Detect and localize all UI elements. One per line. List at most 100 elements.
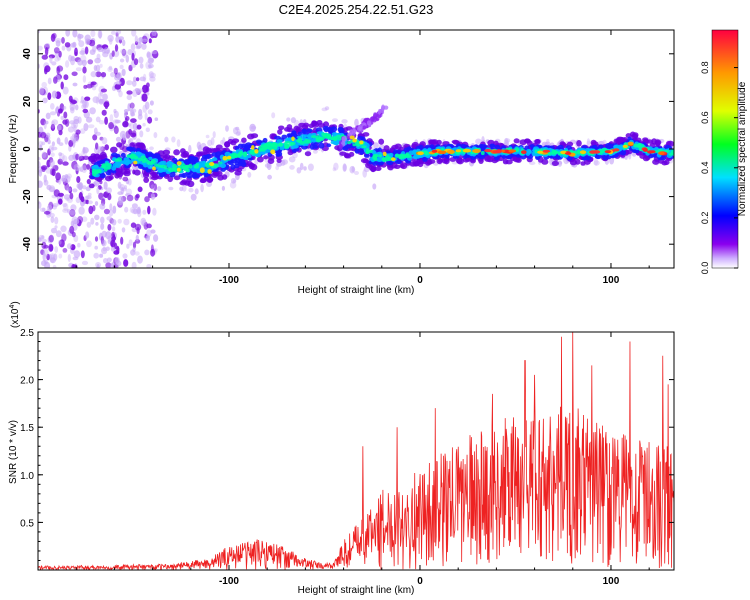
heatmap-noise-cell xyxy=(39,144,43,152)
heatmap-noise-cell xyxy=(147,205,151,215)
heatmap-ridge-cell xyxy=(354,147,360,154)
heatmap-noise-cell xyxy=(121,68,126,77)
heatmap-hot-cell xyxy=(537,150,544,154)
heatmap-hot-cell xyxy=(291,136,295,142)
heatmap-ridge-cell xyxy=(146,153,154,159)
heatmap-ridge-cell xyxy=(480,150,485,156)
heatmap-hot-cell xyxy=(270,149,276,155)
heatmap-noise-cell xyxy=(144,249,150,256)
heatmap-ridge-cell xyxy=(378,154,383,158)
heatmap-noise-cell xyxy=(80,196,85,203)
heatmap-ridge-cell xyxy=(576,149,581,155)
heatmap-noise-cell xyxy=(45,167,52,174)
heatmap-ridge-cell xyxy=(213,163,219,168)
heatmap-ridge-cell xyxy=(88,183,95,189)
heatmap-noise-cell xyxy=(47,77,52,85)
spectrogram-y-tick-label: -20 xyxy=(22,189,33,204)
heatmap-ridge-cell xyxy=(205,164,211,169)
heatmap-noise-cell xyxy=(125,116,130,121)
heatmap-hot-cell xyxy=(446,149,455,154)
colorbar-tick-label: 0.2 xyxy=(700,212,710,225)
heatmap-ridge-cell xyxy=(395,153,400,158)
heatmap-noise-cell xyxy=(51,168,56,177)
heatmap-noise-cell xyxy=(62,106,67,110)
heatmap-noise-cell xyxy=(106,49,110,54)
heatmap-noise-cell xyxy=(122,136,127,141)
heatmap-noise-cell xyxy=(108,38,113,45)
heatmap-ridge-cell xyxy=(408,150,414,156)
heatmap-ridge-cell xyxy=(133,169,141,176)
heatmap-noise-cell xyxy=(179,186,184,192)
heatmap-ridge-cell xyxy=(399,163,405,169)
heatmap-noise-cell xyxy=(632,152,637,157)
heatmap-noise-cell xyxy=(146,223,152,229)
heatmap-noise-cell xyxy=(132,247,136,253)
heatmap-noise-cell xyxy=(164,136,169,143)
heatmap-ridge-cell xyxy=(304,138,309,144)
heatmap-noise-cell xyxy=(41,238,47,243)
heatmap-noise-cell xyxy=(90,217,95,225)
heatmap-branch-cell xyxy=(369,116,375,122)
heatmap-ridge-cell xyxy=(381,157,387,162)
heatmap-noise-cell xyxy=(58,198,63,205)
heatmap-ridge-cell xyxy=(220,163,226,169)
heatmap-noise-cell xyxy=(97,30,103,39)
heatmap-noise-cell xyxy=(118,196,124,204)
heatmap-noise-cell xyxy=(153,234,159,242)
heatmap-ridge-cell xyxy=(130,153,135,159)
heatmap-noise-cell xyxy=(106,216,113,221)
heatmap-noise-cell xyxy=(151,30,157,37)
heatmap-noise-cell xyxy=(50,103,55,110)
heatmap-ridge-cell xyxy=(292,144,298,149)
heatmap-noise-cell xyxy=(86,221,92,228)
heatmap-noise-cell xyxy=(96,186,100,195)
heatmap-ridge-cell xyxy=(276,158,282,163)
heatmap-ridge-cell xyxy=(279,146,285,151)
heatmap-noise-cell xyxy=(78,40,85,48)
heatmap-ridge-cell xyxy=(189,155,196,162)
heatmap-noise-cell xyxy=(70,135,76,142)
heatmap-ridge-cell xyxy=(185,168,190,173)
heatmap-branch-cell xyxy=(351,130,356,136)
heatmap-ridge-cell xyxy=(173,149,181,156)
heatmap-ridge-cell xyxy=(302,128,308,134)
heatmap-noise-cell xyxy=(354,171,359,175)
spectrogram-y-axis-label: Frequency (Hz) xyxy=(8,115,19,184)
heatmap-ridge-cell xyxy=(276,151,283,157)
heatmap-noise-cell xyxy=(157,186,162,192)
heatmap-ridge-cell xyxy=(105,175,113,182)
heatmap-ridge-cell xyxy=(263,143,270,147)
heatmap-noise-cell xyxy=(126,94,132,101)
heatmap-ridge-cell xyxy=(462,154,468,160)
heatmap-noise-cell xyxy=(61,177,66,182)
heatmap-noise-cell xyxy=(94,57,101,64)
heatmap-noise-cell xyxy=(82,185,87,190)
heatmap-noise-cell xyxy=(42,252,46,262)
heatmap-marks xyxy=(38,30,674,268)
heatmap-ridge-cell xyxy=(234,146,240,151)
heatmap-noise-cell xyxy=(41,81,47,88)
heatmap-noise-cell xyxy=(78,155,85,161)
heatmap-noise-cell xyxy=(85,199,89,205)
heatmap-noise-cell xyxy=(45,132,51,138)
heatmap-noise-cell xyxy=(503,137,509,147)
heatmap-noise-cell xyxy=(130,132,137,138)
heatmap-ridge-cell xyxy=(580,161,586,166)
heatmap-noise-cell xyxy=(77,242,81,248)
heatmap-ridge-cell xyxy=(374,166,382,171)
heatmap-noise-cell xyxy=(267,174,272,180)
heatmap-noise-cell xyxy=(210,137,215,146)
heatmap-ridge-cell xyxy=(362,132,370,137)
heatmap-noise-cell xyxy=(93,65,98,71)
heatmap-ridge-cell xyxy=(373,157,378,162)
heatmap-noise-cell xyxy=(74,51,78,57)
heatmap-noise-cell xyxy=(117,191,123,196)
heatmap-branch-cell xyxy=(362,125,366,130)
heatmap-noise-cell xyxy=(90,30,96,38)
heatmap-hot-cell xyxy=(390,157,396,162)
snr-y-tick-label: 2.0 xyxy=(20,376,34,387)
heatmap-noise-cell xyxy=(92,96,100,104)
heatmap-noise-cell xyxy=(145,127,150,133)
heatmap-noise-cell xyxy=(49,159,55,168)
heatmap-hot-cell xyxy=(437,150,447,155)
